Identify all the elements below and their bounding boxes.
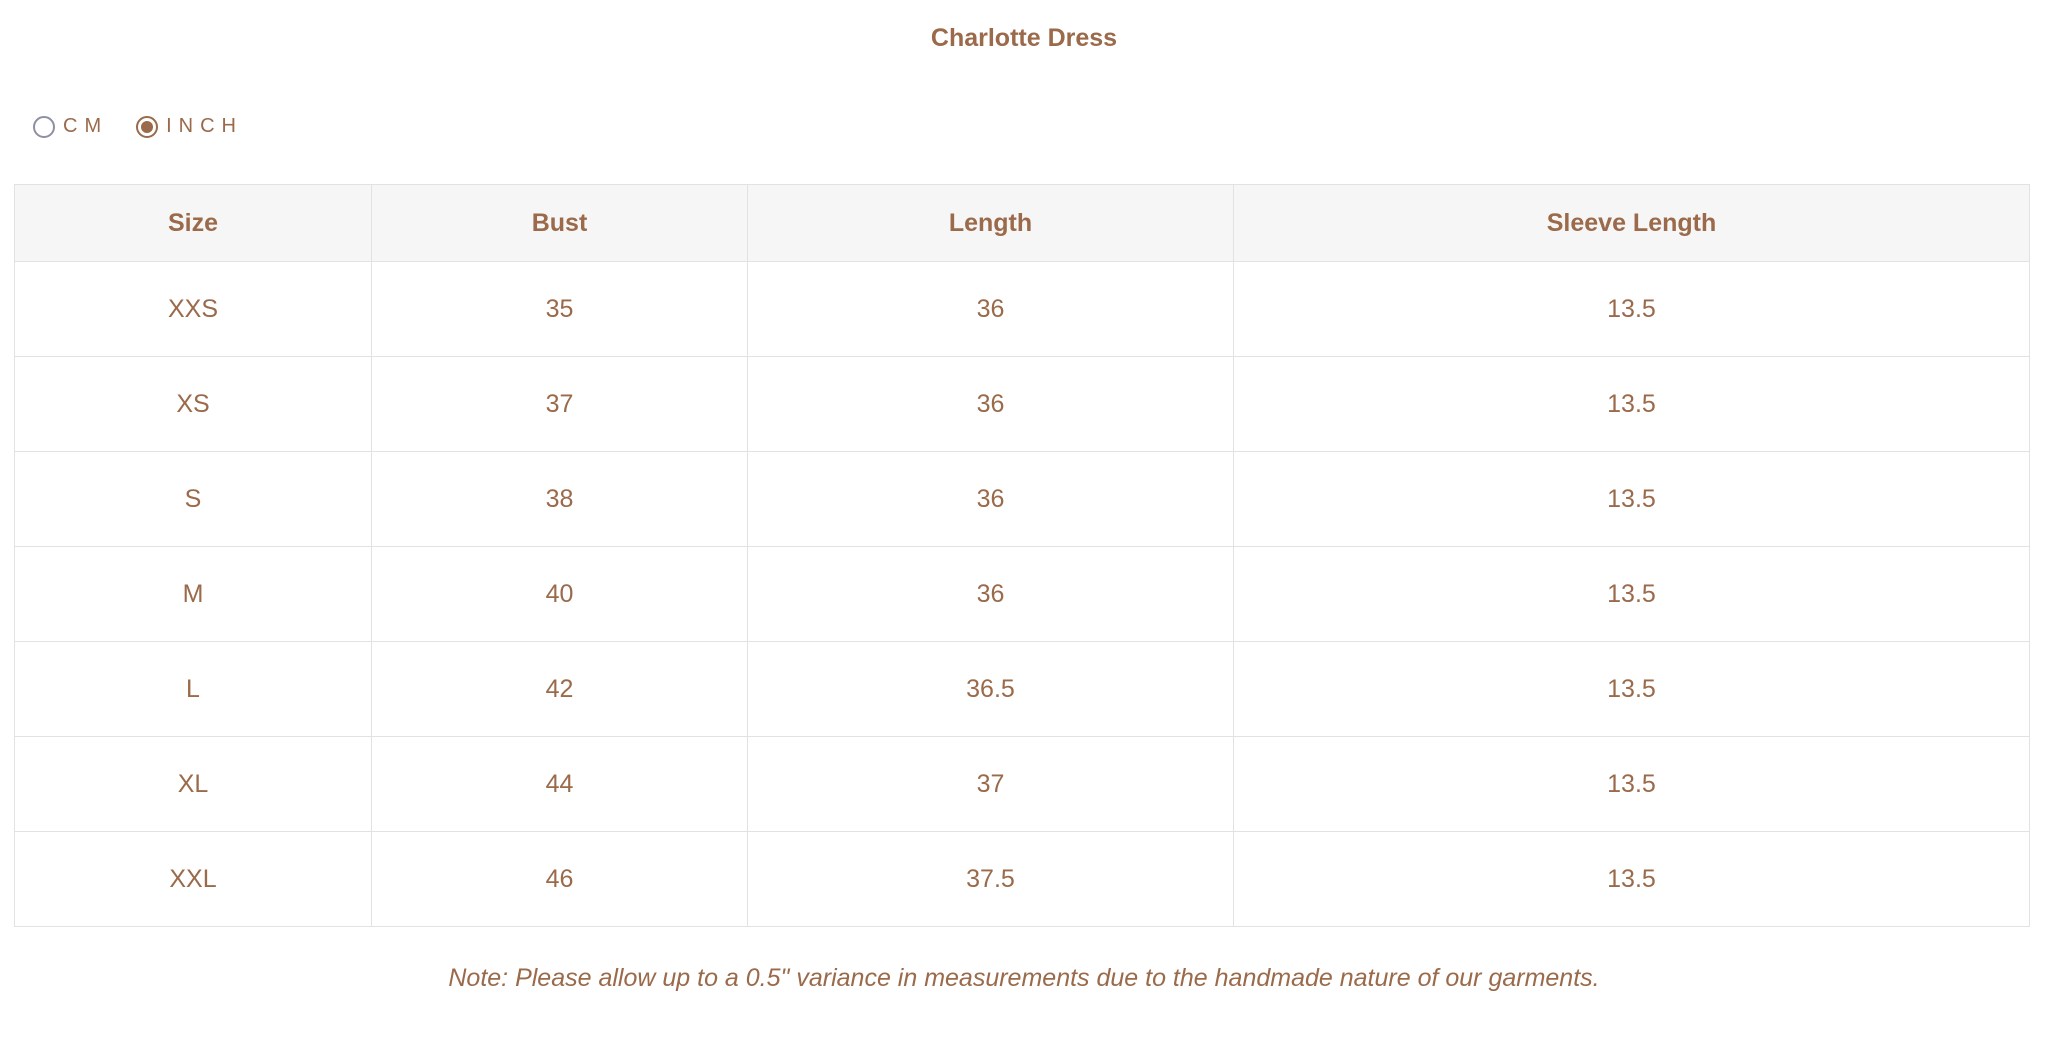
table-cell: L [14, 641, 372, 737]
table-cell: XXL [14, 831, 372, 927]
table-cell: 37 [371, 356, 748, 452]
table-cell: 46 [371, 831, 748, 927]
table-row: M 40 36 13.5 [14, 546, 2030, 642]
unit-toggle: CM INCH [33, 115, 243, 138]
table-cell: 36 [747, 546, 1234, 642]
table-cell: 13.5 [1233, 451, 2030, 547]
table-cell: 36.5 [747, 641, 1234, 737]
column-header: Bust [371, 184, 748, 262]
table-row: L 42 36.5 13.5 [14, 641, 2030, 737]
table-cell: XL [14, 736, 372, 832]
table-cell: XXS [14, 261, 372, 357]
radio-cm[interactable] [33, 115, 55, 138]
table-row: XXL 46 37.5 13.5 [14, 831, 2030, 927]
unit-option-inch[interactable]: INCH [136, 115, 243, 138]
table-cell: 44 [371, 736, 748, 832]
radio-inch[interactable] [136, 115, 159, 138]
table-cell: 13.5 [1233, 356, 2030, 452]
table-cell: 35 [371, 261, 748, 357]
table-cell: 37 [747, 736, 1234, 832]
table-cell: 42 [371, 641, 748, 737]
unit-option-cm[interactable]: CM [33, 115, 108, 138]
column-header: Size [14, 184, 372, 262]
table-cell: M [14, 546, 372, 642]
table-cell: 36 [747, 261, 1234, 357]
table-cell: 13.5 [1233, 546, 2030, 642]
table-row: XXS 35 36 13.5 [14, 261, 2030, 357]
table-cell: 13.5 [1233, 831, 2030, 927]
table-header-row: Size Bust Length Sleeve Length [14, 184, 2030, 262]
table-cell: 36 [747, 356, 1234, 452]
column-header: Sleeve Length [1233, 184, 2030, 262]
unit-label: INCH [166, 115, 243, 137]
page-title: Charlotte Dress [930, 24, 1118, 52]
table-cell: 13.5 [1233, 736, 2030, 832]
measurement-note: Note: Please allow up to a 0.5" variance… [448, 964, 1600, 992]
table-cell: 40 [371, 546, 748, 642]
table-cell: 37.5 [747, 831, 1234, 927]
table-cell: 38 [371, 451, 748, 547]
table-cell: XS [14, 356, 372, 452]
column-header: Length [747, 184, 1234, 262]
table-cell: 13.5 [1233, 261, 2030, 357]
table-row: XS 37 36 13.5 [14, 356, 2030, 452]
table-cell: 36 [747, 451, 1234, 547]
table-cell: 13.5 [1233, 641, 2030, 737]
unit-label: CM [63, 115, 109, 137]
table-cell: S [14, 451, 372, 547]
size-chart-table: Size Bust Length Sleeve Length XXS 35 36 13.5 X… [14, 184, 2030, 927]
table-row: XL 44 37 13.5 [14, 736, 2030, 832]
table-row: S 38 36 13.5 [14, 451, 2030, 547]
